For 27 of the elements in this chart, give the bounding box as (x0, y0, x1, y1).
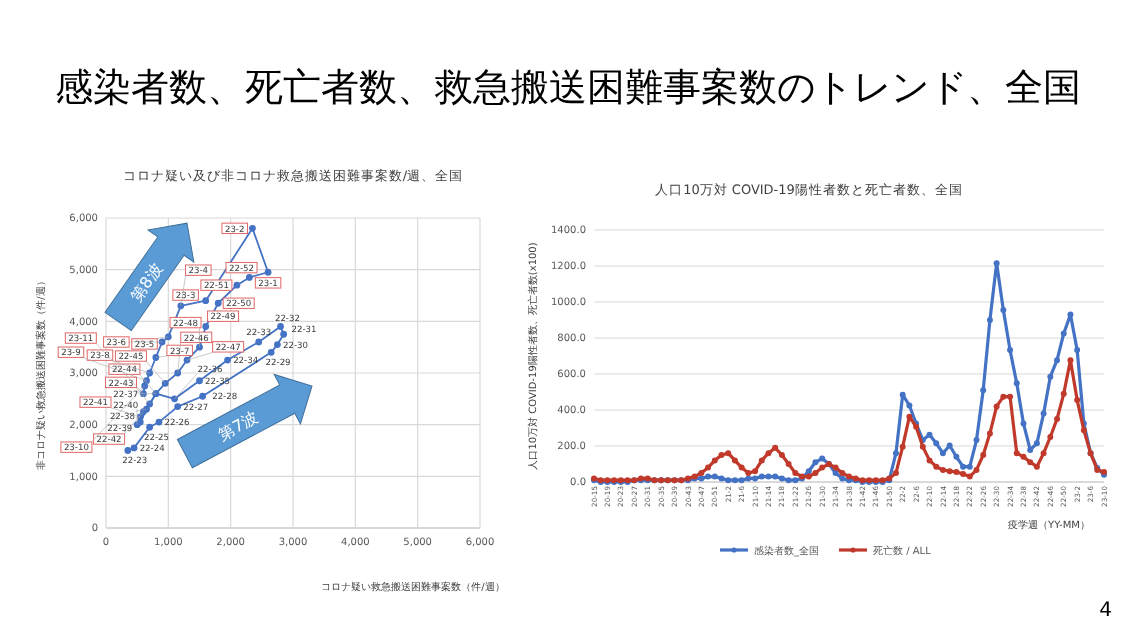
annotation: 第7波 (215, 408, 262, 445)
point (267, 348, 275, 356)
annotation: 第8波 (127, 260, 166, 306)
point (196, 377, 203, 385)
point (214, 299, 222, 307)
point (196, 343, 203, 351)
point (161, 379, 169, 387)
point (280, 330, 288, 338)
point (249, 224, 256, 232)
text: 4 (1099, 600, 1112, 622)
point (146, 423, 154, 431)
point (146, 400, 154, 408)
point (233, 281, 241, 289)
point (264, 268, 272, 276)
point (130, 444, 138, 452)
point (202, 297, 210, 305)
point (124, 447, 132, 454)
point (277, 323, 284, 330)
point (202, 323, 210, 330)
point (274, 341, 281, 348)
point (255, 338, 263, 346)
point (199, 392, 206, 400)
point (224, 356, 231, 364)
text: 感染者数、死亡者数、救急搬送困難事案数のトレンド、全国 (55, 66, 1081, 110)
point (245, 274, 253, 281)
point (174, 403, 182, 410)
point (155, 418, 163, 426)
